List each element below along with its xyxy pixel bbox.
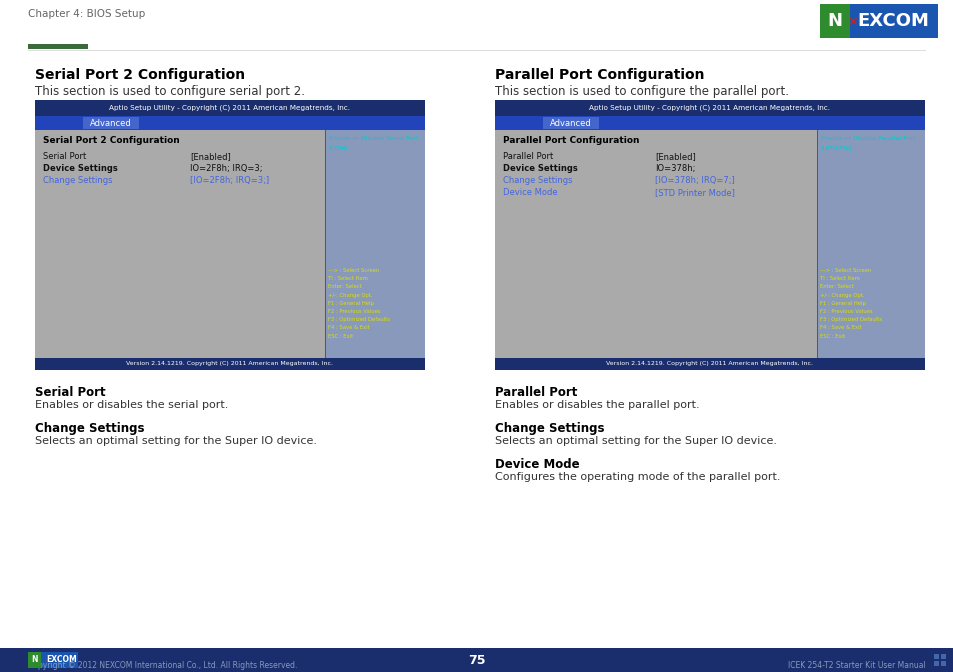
Bar bbox=[28, 652, 41, 668]
Text: Device Mode: Device Mode bbox=[502, 188, 558, 197]
Text: Tl : Select Item: Tl : Select Item bbox=[328, 276, 368, 281]
Bar bbox=[495, 100, 924, 116]
Text: Serial Port 2 Configuration: Serial Port 2 Configuration bbox=[43, 136, 179, 145]
Bar bbox=[28, 50, 925, 51]
Text: ×: × bbox=[847, 15, 858, 28]
Text: [Enabled]: [Enabled] bbox=[190, 152, 231, 161]
Text: [IO=2F8h; IRQ=3;]: [IO=2F8h; IRQ=3;] bbox=[190, 176, 269, 185]
Text: ICEK 254-T2 Starter Kit User Manual: ICEK 254-T2 Starter Kit User Manual bbox=[787, 661, 925, 670]
Text: Change Settings: Change Settings bbox=[502, 176, 572, 185]
Bar bbox=[820, 4, 849, 38]
Text: EXCOM: EXCOM bbox=[856, 12, 928, 30]
Text: Device Settings: Device Settings bbox=[43, 164, 117, 173]
Text: Parallel Port: Parallel Port bbox=[502, 152, 553, 161]
Text: Serial Port: Serial Port bbox=[43, 152, 86, 161]
Text: Advanced: Advanced bbox=[550, 118, 591, 128]
Text: F4 : Save & Exit: F4 : Save & Exit bbox=[820, 325, 861, 331]
Bar bbox=[35, 100, 424, 116]
Bar bbox=[542, 117, 598, 129]
Text: Serial Port: Serial Port bbox=[35, 386, 106, 399]
Text: N: N bbox=[31, 655, 38, 665]
Text: Enable or Disable Serial Port: Enable or Disable Serial Port bbox=[329, 136, 418, 141]
Text: (LPT/LPTe): (LPT/LPTe) bbox=[821, 146, 852, 151]
Text: Selects an optimal setting for the Super IO device.: Selects an optimal setting for the Super… bbox=[35, 436, 316, 446]
Text: Selects an optimal setting for the Super IO device.: Selects an optimal setting for the Super… bbox=[495, 436, 776, 446]
Text: This section is used to configure the parallel port.: This section is used to configure the pa… bbox=[495, 85, 788, 98]
Text: Device Settings: Device Settings bbox=[502, 164, 578, 173]
Bar bbox=[940, 654, 945, 659]
Text: ×: × bbox=[45, 659, 50, 663]
Text: ESC : Exit: ESC : Exit bbox=[820, 333, 844, 339]
Text: 75: 75 bbox=[468, 653, 485, 667]
Text: IO=2F8h; IRQ=3;: IO=2F8h; IRQ=3; bbox=[190, 164, 262, 173]
Bar bbox=[325, 130, 424, 358]
Text: Enable or Disable Parallel Port: Enable or Disable Parallel Port bbox=[821, 136, 915, 141]
Text: Tl : Select Item: Tl : Select Item bbox=[820, 276, 859, 281]
Text: F4 : Save & Exit: F4 : Save & Exit bbox=[328, 325, 370, 331]
Text: ---> : Select Screen: ---> : Select Screen bbox=[328, 268, 379, 273]
Bar bbox=[820, 4, 937, 38]
Text: IO=378h;: IO=378h; bbox=[655, 164, 695, 173]
Text: EXCOM: EXCOM bbox=[47, 655, 77, 665]
Bar bbox=[940, 661, 945, 666]
Bar bbox=[816, 130, 924, 358]
Text: Copyright © 2012 NEXCOM International Co., Ltd. All Rights Reserved.: Copyright © 2012 NEXCOM International Co… bbox=[28, 661, 297, 670]
Text: Version 2.14.1219. Copyright (C) 2011 American Megatrends, Inc.: Version 2.14.1219. Copyright (C) 2011 Am… bbox=[606, 362, 813, 366]
Bar bbox=[83, 117, 139, 129]
Text: [IO=378h; IRQ=7;]: [IO=378h; IRQ=7;] bbox=[655, 176, 734, 185]
Text: ESC : Exit: ESC : Exit bbox=[328, 333, 353, 339]
Bar bbox=[35, 130, 424, 358]
Bar bbox=[495, 358, 924, 370]
Text: Configures the operating mode of the parallel port.: Configures the operating mode of the par… bbox=[495, 472, 780, 482]
Text: Enables or disables the serial port.: Enables or disables the serial port. bbox=[35, 400, 228, 410]
Bar bbox=[325, 130, 326, 358]
Text: Enter: Select: Enter: Select bbox=[820, 284, 853, 290]
Text: (COM): (COM) bbox=[329, 146, 348, 151]
Text: Serial Port 2 Configuration: Serial Port 2 Configuration bbox=[35, 68, 245, 82]
Text: Advanced: Advanced bbox=[90, 118, 132, 128]
Text: F1 : General Help: F1 : General Help bbox=[328, 301, 374, 306]
Text: F1 : General Help: F1 : General Help bbox=[820, 301, 865, 306]
Text: Enter: Select: Enter: Select bbox=[328, 284, 361, 290]
Text: Version 2.14.1219. Copyright (C) 2011 American Megatrends, Inc.: Version 2.14.1219. Copyright (C) 2011 Am… bbox=[127, 362, 334, 366]
Bar bbox=[816, 130, 817, 358]
Text: Parallel Port: Parallel Port bbox=[495, 386, 577, 399]
Bar bbox=[35, 358, 424, 370]
Text: F2 : Previous Values: F2 : Previous Values bbox=[328, 309, 380, 314]
Bar bbox=[495, 116, 924, 130]
Text: Change Settings: Change Settings bbox=[495, 422, 604, 435]
Text: Device Mode: Device Mode bbox=[495, 458, 579, 471]
Text: Parallel Port Configuration: Parallel Port Configuration bbox=[502, 136, 639, 145]
Bar bbox=[0, 648, 953, 672]
Text: ---> : Select Screen: ---> : Select Screen bbox=[820, 268, 870, 273]
Text: F3 : Optimized Defaults: F3 : Optimized Defaults bbox=[820, 317, 882, 322]
Text: F2 : Previous Values: F2 : Previous Values bbox=[820, 309, 872, 314]
Text: Enables or disables the parallel port.: Enables or disables the parallel port. bbox=[495, 400, 699, 410]
Text: [STD Printer Mode]: [STD Printer Mode] bbox=[655, 188, 734, 197]
Text: [Enabled]: [Enabled] bbox=[655, 152, 695, 161]
Bar bbox=[933, 661, 938, 666]
Text: Chapter 4: BIOS Setup: Chapter 4: BIOS Setup bbox=[28, 9, 145, 19]
Text: Parallel Port Configuration: Parallel Port Configuration bbox=[495, 68, 703, 82]
Bar bbox=[28, 652, 78, 668]
Bar bbox=[933, 654, 938, 659]
Text: Change Settings: Change Settings bbox=[43, 176, 112, 185]
Bar bbox=[495, 130, 924, 358]
Text: Change Settings: Change Settings bbox=[35, 422, 144, 435]
Text: N: N bbox=[826, 12, 841, 30]
Bar bbox=[28, 44, 88, 49]
Text: F3 : Optimized Defaults: F3 : Optimized Defaults bbox=[328, 317, 390, 322]
Text: +/-: Change Opt.: +/-: Change Opt. bbox=[328, 292, 372, 298]
Bar bbox=[35, 116, 424, 130]
Text: Aptio Setup Utility - Copyright (C) 2011 American Megatrends, Inc.: Aptio Setup Utility - Copyright (C) 2011… bbox=[110, 105, 350, 112]
Text: +/-: Change Opt.: +/-: Change Opt. bbox=[820, 292, 863, 298]
Text: This section is used to configure serial port 2.: This section is used to configure serial… bbox=[35, 85, 305, 98]
Text: Aptio Setup Utility - Copyright (C) 2011 American Megatrends, Inc.: Aptio Setup Utility - Copyright (C) 2011… bbox=[589, 105, 830, 112]
